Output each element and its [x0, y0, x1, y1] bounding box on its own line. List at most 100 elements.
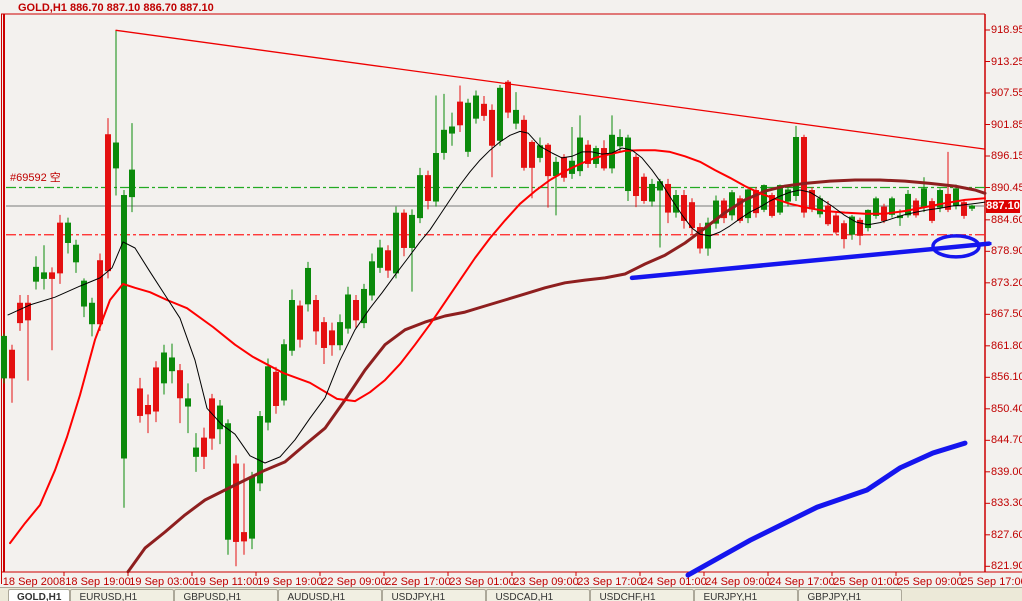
- candle-body: [345, 294, 351, 329]
- candle-body: [593, 148, 599, 164]
- candle-body: [113, 142, 119, 169]
- price-axis-label: 833.30: [991, 497, 1022, 510]
- ma-medium: [9, 149, 986, 545]
- candle-body: [289, 300, 295, 351]
- chart-tab-bar[interactable]: GOLD,H1 EURUSD,H1 GBPUSD,H1 AUDUSD,H1 USDJPY…: [0, 587, 1022, 601]
- candle-body: [561, 156, 567, 178]
- candle-body: [81, 280, 87, 307]
- candle-body: [409, 214, 415, 248]
- chart-tab[interactable]: USDJPY,H1: [382, 589, 487, 601]
- candle-body: [513, 109, 519, 124]
- candle-body: [393, 212, 399, 274]
- candle-body: [673, 195, 679, 213]
- candle-body: [321, 322, 327, 348]
- candle-body: [833, 215, 839, 233]
- time-axis-label: 19 Sep 11:00: [193, 576, 259, 588]
- price-axis-label: 839.00: [991, 465, 1022, 478]
- candle-body: [921, 188, 927, 208]
- price-axis-label: 884.60: [991, 213, 1022, 226]
- time-axis-label: 23 Sep 09:00: [513, 576, 579, 588]
- descending-trendline[interactable]: [115, 29, 986, 150]
- candle-body: [505, 81, 511, 113]
- candle-body: [41, 272, 47, 279]
- support-trendline[interactable]: [629, 241, 992, 281]
- candle-body: [249, 476, 255, 539]
- candle-body: [937, 190, 943, 208]
- chart-tab[interactable]: GBPUSD,H1: [174, 589, 279, 601]
- chart-tab[interactable]: EURUSD,H1: [70, 589, 175, 601]
- chart-tab-active[interactable]: GOLD,H1: [8, 589, 71, 601]
- candle-body: [721, 200, 727, 219]
- candle-body: [433, 153, 439, 202]
- candle-body: [1, 335, 7, 379]
- candle-body: [369, 261, 375, 296]
- candle-body: [889, 198, 895, 215]
- time-axis-label: 19 Sep 19:00: [257, 576, 323, 588]
- candle-body: [145, 405, 151, 415]
- candle-body: [25, 302, 31, 321]
- price-axis-label: 901.85: [991, 118, 1022, 131]
- chart-tab[interactable]: USDCAD,H1: [486, 589, 591, 601]
- time-axis-label: 25 Sep 17:00: [961, 576, 1022, 588]
- candle-body: [49, 272, 55, 279]
- candle-body: [745, 189, 751, 219]
- candle-body: [801, 136, 807, 213]
- lower-trendline[interactable]: [685, 440, 968, 578]
- candle-body: [105, 134, 111, 272]
- chart-tab[interactable]: GBPJPY,H1: [798, 589, 903, 601]
- candle-body: [929, 201, 935, 221]
- chart-tab[interactable]: USDCHF,H1: [590, 589, 695, 601]
- candle-body: [641, 176, 647, 201]
- price-axis-label: 890.45: [991, 181, 1022, 194]
- candle-body: [9, 349, 15, 379]
- candle-body: [97, 260, 103, 325]
- candle-body: [233, 463, 239, 542]
- candle-body: [849, 216, 855, 235]
- candle-body: [449, 126, 455, 134]
- candle-body: [313, 300, 319, 332]
- candle-body: [489, 109, 495, 146]
- candle-body: [793, 136, 799, 197]
- candle-body: [961, 202, 967, 216]
- candle-body: [497, 87, 503, 141]
- candle-body: [177, 370, 183, 399]
- highlight-ellipse[interactable]: [931, 234, 981, 259]
- candle-body: [361, 288, 367, 324]
- candle-body: [193, 447, 199, 457]
- ma-fast: [7, 130, 986, 464]
- candle-body: [817, 198, 823, 215]
- candle-body: [441, 129, 447, 153]
- price-axis-label: 827.60: [991, 528, 1022, 541]
- price-axis-label: 896.15: [991, 150, 1022, 162]
- candle-body: [425, 175, 431, 201]
- candle-body: [713, 200, 719, 224]
- price-axis-label: 821.90: [991, 560, 1022, 573]
- chart-tab[interactable]: AUDUSD,H1: [278, 589, 383, 601]
- candle-body: [257, 416, 263, 484]
- price-axis-label: 873.20: [991, 276, 1022, 289]
- candle-body: [89, 302, 95, 325]
- candle-body: [33, 266, 39, 282]
- price-axis-label: 850.40: [991, 402, 1022, 415]
- candle-body: [769, 195, 775, 216]
- chart-tab[interactable]: EURJPY,H1: [694, 589, 799, 601]
- price-axis-label: 844.70: [991, 434, 1022, 447]
- candle-body: [697, 227, 703, 249]
- price-axis-label: 856.10: [991, 371, 1022, 384]
- candle-body: [305, 267, 311, 305]
- price-axis-label: 918.95: [991, 24, 1022, 36]
- candle-body: [545, 144, 551, 177]
- candle-body: [217, 405, 223, 430]
- time-axis-label: 23 Sep 17:00: [577, 576, 643, 588]
- candle-body: [585, 144, 591, 164]
- time-axis-label: 24 Sep 01:00: [641, 576, 707, 588]
- candle-body: [337, 322, 343, 346]
- candle-body: [729, 192, 735, 216]
- order-label: #69592 空: [10, 172, 61, 184]
- price-axis-label: 861.80: [991, 339, 1022, 352]
- candle-body: [689, 202, 695, 229]
- candle-body: [129, 169, 135, 198]
- candle-body: [65, 222, 71, 243]
